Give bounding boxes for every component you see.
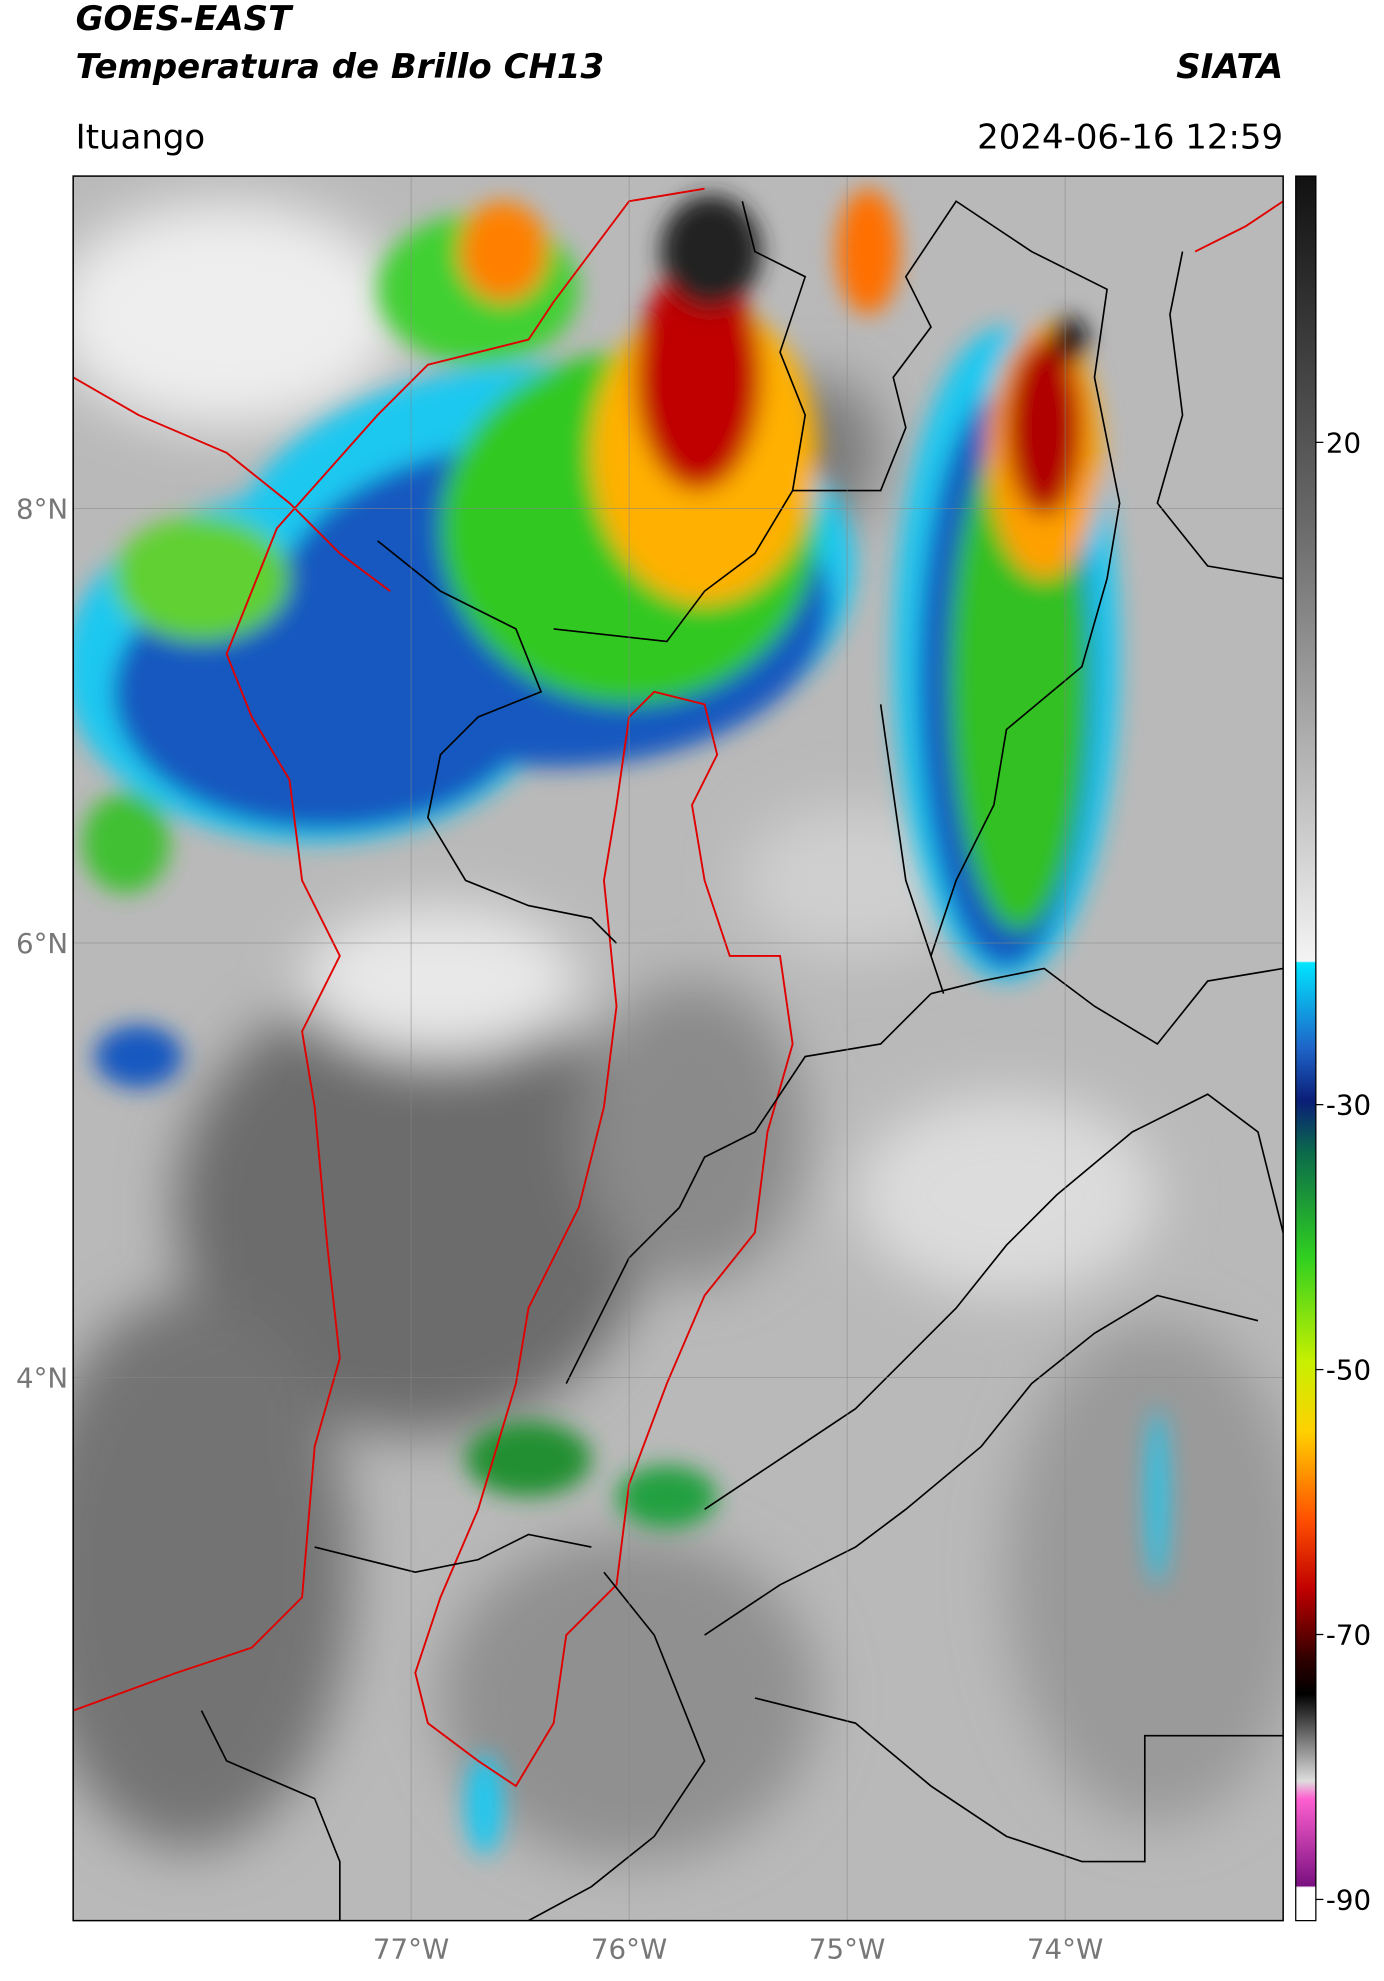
agency: SIATA bbox=[1176, 47, 1283, 87]
location: Ituango bbox=[76, 117, 206, 157]
colorbar-tick-label: -50 bbox=[1326, 1354, 1371, 1387]
lat-tick-label: 8°N bbox=[16, 493, 68, 526]
axes: 8°N 6°N 4°N 77°W 76°W 75°W 74°W 20 -30 -50 -70 -90 bbox=[16, 426, 1371, 1965]
colorbar-tick-label: -30 bbox=[1326, 1089, 1371, 1122]
title-line1: GOES-EAST bbox=[76, 0, 294, 39]
colorbar-tick-label: -70 bbox=[1326, 1619, 1371, 1652]
lon-tick-label: 76°W bbox=[591, 1932, 667, 1965]
title-line2: Temperatura de Brillo CH13 bbox=[76, 47, 604, 87]
lat-tick-label: 4°N bbox=[16, 1362, 68, 1395]
map-frame bbox=[72, 175, 1284, 1922]
colorbar-tick-label: -90 bbox=[1326, 1883, 1371, 1916]
lon-tick-label: 74°W bbox=[1027, 1932, 1103, 1965]
colorbar-tick-label: 20 bbox=[1326, 426, 1361, 459]
graticule bbox=[73, 176, 1284, 1921]
lat-tick-label: 6°N bbox=[16, 927, 68, 960]
lon-tick-label: 77°W bbox=[373, 1932, 449, 1965]
colorbar bbox=[1295, 175, 1317, 1922]
satellite-image bbox=[73, 176, 1284, 1921]
lon-tick-label: 75°W bbox=[809, 1932, 885, 1965]
timestamp: 2024-06-16 12:59 bbox=[977, 117, 1283, 157]
